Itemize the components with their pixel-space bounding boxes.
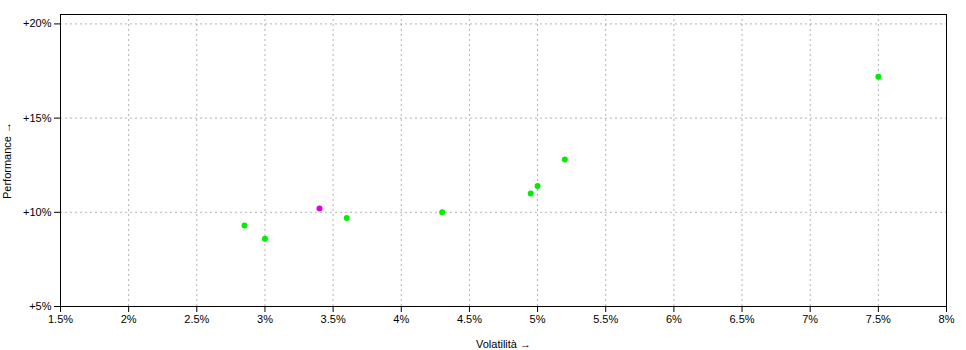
- svg-text:1.5%: 1.5%: [48, 313, 73, 325]
- svg-text:7.5%: 7.5%: [866, 313, 891, 325]
- svg-text:+15%: +15%: [23, 112, 52, 124]
- svg-text:2%: 2%: [121, 313, 137, 325]
- svg-text:+10%: +10%: [23, 206, 52, 218]
- svg-text:4.5%: 4.5%: [457, 313, 482, 325]
- svg-text:5.5%: 5.5%: [593, 313, 618, 325]
- svg-text:6%: 6%: [666, 313, 682, 325]
- svg-text:6.5%: 6.5%: [729, 313, 754, 325]
- svg-text:7%: 7%: [802, 313, 818, 325]
- svg-text:Performance →: Performance →: [1, 122, 13, 199]
- svg-text:5%: 5%: [530, 313, 546, 325]
- svg-text:3.5%: 3.5%: [321, 313, 346, 325]
- svg-text:2.5%: 2.5%: [184, 313, 209, 325]
- svg-text:8%: 8%: [939, 313, 955, 325]
- svg-text:4%: 4%: [393, 313, 409, 325]
- svg-text:+5%: +5%: [29, 300, 52, 312]
- svg-text:Volatilità →: Volatilità →: [476, 338, 531, 350]
- svg-text:3%: 3%: [257, 313, 273, 325]
- svg-text:+20%: +20%: [23, 17, 52, 29]
